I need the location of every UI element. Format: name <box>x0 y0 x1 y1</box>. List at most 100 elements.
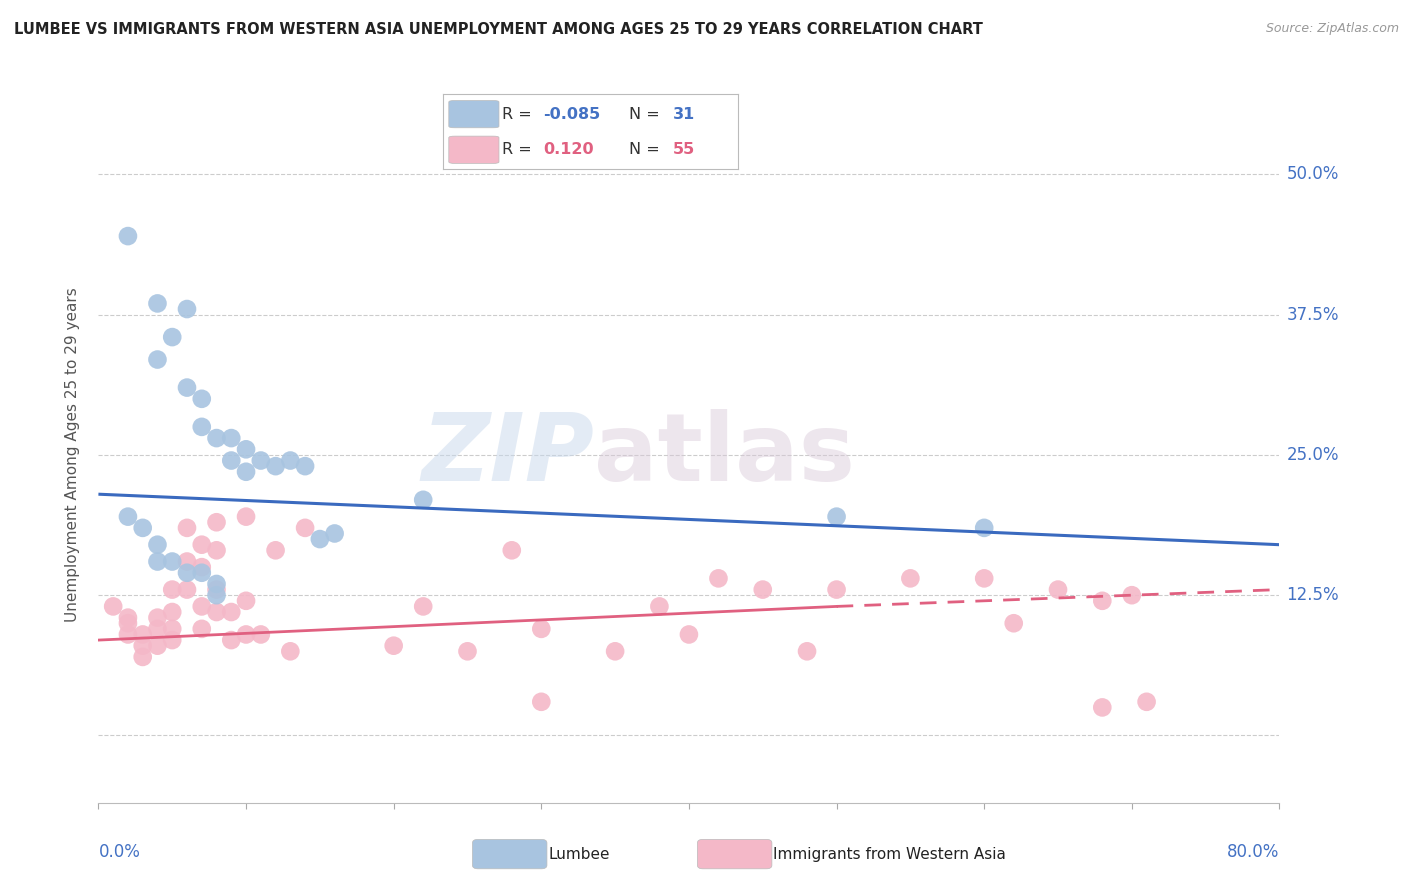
Text: atlas: atlas <box>595 409 855 501</box>
Point <box>219 453 242 467</box>
Point <box>191 599 214 614</box>
Point <box>191 622 214 636</box>
Text: N =: N = <box>628 107 665 121</box>
Point <box>250 627 273 641</box>
Point <box>1121 588 1143 602</box>
Text: 0.0%: 0.0% <box>98 843 141 861</box>
Point <box>176 555 198 569</box>
Point <box>205 431 228 445</box>
Point <box>707 571 730 585</box>
Point <box>294 521 316 535</box>
Point <box>1091 594 1114 608</box>
Point <box>412 599 434 614</box>
Point <box>191 420 214 434</box>
Point <box>132 521 155 535</box>
Text: 55: 55 <box>673 142 696 157</box>
Point <box>176 381 198 395</box>
Point <box>146 639 169 653</box>
Point <box>191 392 214 406</box>
Point <box>501 543 523 558</box>
Point <box>678 627 700 641</box>
Point <box>382 639 405 653</box>
Text: 50.0%: 50.0% <box>1286 165 1339 184</box>
Point <box>162 622 183 636</box>
Point <box>1002 616 1025 631</box>
Point <box>219 431 242 445</box>
Point <box>205 605 228 619</box>
Text: 0.120: 0.120 <box>543 142 593 157</box>
Point <box>973 571 995 585</box>
Point <box>751 582 773 597</box>
Point <box>103 599 125 614</box>
Point <box>530 695 553 709</box>
Y-axis label: Unemployment Among Ages 25 to 29 years: Unemployment Among Ages 25 to 29 years <box>65 287 80 623</box>
FancyBboxPatch shape <box>449 136 499 163</box>
Point <box>146 622 169 636</box>
Point <box>191 560 214 574</box>
Text: 80.0%: 80.0% <box>1227 843 1279 861</box>
Text: Immigrants from Western Asia: Immigrants from Western Asia <box>773 847 1007 862</box>
Point <box>605 644 627 658</box>
Point <box>278 644 302 658</box>
Point <box>146 538 169 552</box>
Point <box>235 594 257 608</box>
Point <box>648 599 671 614</box>
Point <box>117 616 139 631</box>
Text: R =: R = <box>502 142 541 157</box>
Point <box>176 301 198 316</box>
Point <box>219 633 242 648</box>
Point <box>162 582 183 597</box>
Text: Lumbee: Lumbee <box>548 847 610 862</box>
Point <box>146 610 169 624</box>
Text: R =: R = <box>502 107 537 121</box>
Text: 37.5%: 37.5% <box>1286 306 1339 324</box>
Point <box>205 588 228 602</box>
Point <box>973 521 995 535</box>
Text: Source: ZipAtlas.com: Source: ZipAtlas.com <box>1265 22 1399 36</box>
Text: ZIP: ZIP <box>422 409 595 501</box>
Point <box>205 577 228 591</box>
FancyBboxPatch shape <box>449 101 499 128</box>
Point <box>191 566 214 580</box>
Point <box>235 509 257 524</box>
Point <box>250 453 273 467</box>
Point <box>1046 582 1069 597</box>
Point <box>1091 700 1114 714</box>
Text: LUMBEE VS IMMIGRANTS FROM WESTERN ASIA UNEMPLOYMENT AMONG AGES 25 TO 29 YEARS CO: LUMBEE VS IMMIGRANTS FROM WESTERN ASIA U… <box>14 22 983 37</box>
Point <box>162 633 183 648</box>
Point <box>219 605 242 619</box>
Point <box>117 610 139 624</box>
Point <box>191 538 214 552</box>
Point <box>294 459 316 474</box>
Point <box>176 582 198 597</box>
Point <box>264 459 287 474</box>
Point <box>162 555 183 569</box>
Point <box>146 352 169 367</box>
Point <box>456 644 478 658</box>
Point <box>1135 695 1157 709</box>
Point <box>235 465 257 479</box>
Point <box>235 442 257 457</box>
Point <box>132 649 155 664</box>
Text: N =: N = <box>628 142 665 157</box>
Point <box>117 509 139 524</box>
Point <box>146 296 169 310</box>
Point <box>264 543 287 558</box>
Text: 31: 31 <box>673 107 696 121</box>
Point <box>235 627 257 641</box>
Point <box>205 582 228 597</box>
Point <box>412 492 434 507</box>
Point <box>825 582 848 597</box>
Point <box>205 543 228 558</box>
Point <box>176 566 198 580</box>
Point <box>117 627 139 641</box>
Point <box>323 526 346 541</box>
Text: -0.085: -0.085 <box>543 107 600 121</box>
Point <box>796 644 818 658</box>
Point <box>278 453 302 467</box>
Point <box>117 229 139 244</box>
Point <box>146 555 169 569</box>
Point <box>309 532 332 546</box>
Text: 25.0%: 25.0% <box>1286 446 1339 464</box>
Point <box>162 330 183 344</box>
